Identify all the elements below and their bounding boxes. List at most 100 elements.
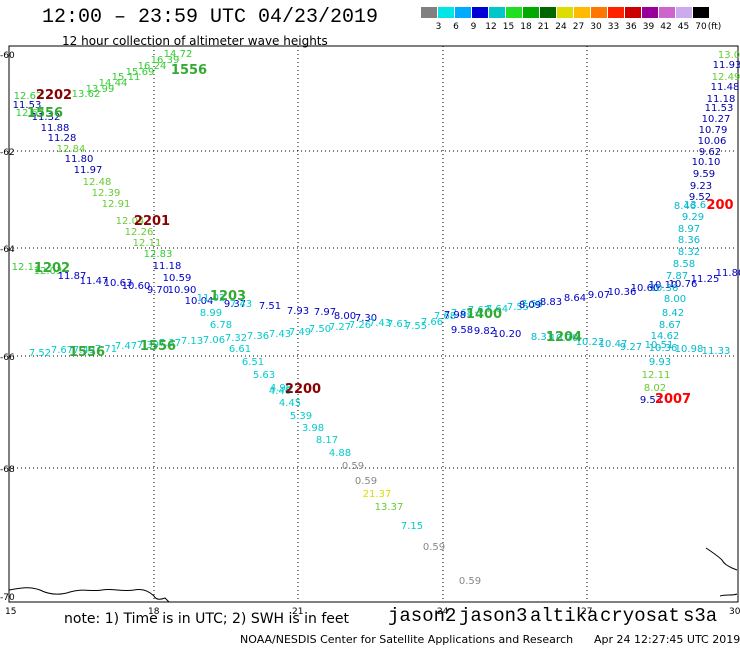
wave-height-label: 7.43: [230, 299, 252, 310]
wave-height-label: 12.62: [14, 91, 43, 102]
wave-height-label: 9.27: [620, 342, 642, 353]
coastline-path-east: [705, 547, 738, 571]
wave-height-label: 12.04: [116, 216, 145, 227]
coastline: [8, 547, 738, 603]
wave-height-label: 7.49: [289, 327, 311, 338]
wave-height-label: 10.98: [675, 344, 704, 355]
wave-height-label: 10.63: [104, 278, 133, 289]
wave-height-label: 12.11: [642, 370, 671, 381]
legend-swatch: [472, 7, 489, 18]
wave-height-label: 11.18: [153, 261, 182, 272]
wave-height-label: 9.53: [640, 395, 662, 406]
wave-height-label: 11.53: [705, 103, 734, 114]
wave-height-label: 7.87: [666, 271, 688, 282]
pass-time-tag: 1556: [140, 339, 176, 354]
wave-height-label: 10.60: [122, 281, 151, 292]
wave-height-label: 8.02: [644, 383, 666, 394]
wave-height-label: 9.52: [689, 192, 711, 203]
wave-height-label: 11.97: [74, 165, 103, 176]
wave-height-label: 7.36: [247, 331, 269, 342]
pass-time-tag: 1400: [466, 307, 502, 322]
legend-swatch: [506, 7, 523, 18]
wave-height-label: 11.32: [32, 112, 61, 123]
wave-height-label: 8.09: [519, 300, 541, 311]
satellite-tracks: 14.7216.3916.2415.6915.1114.4413.9913.62…: [12, 49, 740, 587]
wave-height-label: 9.59: [693, 169, 715, 180]
wave-height-label: 10.60: [631, 283, 660, 294]
wave-height-label: 14.44: [99, 78, 128, 89]
axis-labels: 15 18 21 24 27 30 -60 -62 -64 -66 -68 -70: [0, 51, 740, 617]
wave-height-label: 7.52: [29, 348, 51, 359]
satellite-altika: altika: [530, 605, 599, 627]
wave-height-label: 9.37: [224, 299, 246, 310]
legend-swatch: [591, 7, 608, 18]
wave-height-label: 11.53: [13, 100, 42, 111]
wave-height-label: 8.99: [200, 308, 222, 319]
wave-height-label: 12.03: [34, 266, 63, 277]
legend-swatch: [659, 7, 676, 18]
wave-height-label: 8.67: [659, 320, 681, 331]
wave-height-label: 11.87: [58, 271, 87, 282]
longitude-label: 15: [5, 607, 16, 617]
wave-height-label: 14.72: [164, 49, 193, 60]
wave-height-label: 7.67: [51, 345, 73, 356]
wave-height-label: 11.33: [702, 346, 731, 357]
wave-height-label: 9.29: [682, 212, 704, 223]
wave-height-label: 7.50: [309, 324, 331, 335]
pass-time-tag: 1203: [210, 289, 246, 304]
wave-height-label: 10.90: [168, 285, 197, 296]
legend-label: 42: [660, 22, 672, 32]
wave-height-label: 12.67: [16, 108, 45, 119]
wave-height-label: 9.70: [147, 285, 169, 296]
legend-label: 18: [520, 22, 532, 32]
footnote: note: 1) Time is in UTC; 2) SWH is in fe…: [64, 611, 350, 627]
wave-height-label: 10.06: [698, 136, 727, 147]
wave-height-label: 12.49: [712, 72, 740, 83]
credit-line: NOAA/NESDIS Center for Satellite Applica…: [240, 633, 574, 646]
wave-height-label: 12.13: [12, 262, 41, 273]
wave-height-label: 7.13: [181, 336, 203, 347]
legend-swatch: [676, 7, 693, 18]
wave-height-label: 13.99: [86, 84, 115, 95]
legend-swatch: [421, 7, 438, 18]
wave-height-label: 10.04: [185, 296, 214, 307]
wave-height-label: 7.68: [434, 311, 456, 322]
wave-height-label: 11.88: [41, 123, 70, 134]
wave-height-label: 4.88: [329, 448, 351, 459]
wave-height-label: 21.37: [363, 489, 392, 500]
wave-height-label: 14.62: [651, 331, 680, 342]
longitude-label: 18: [148, 607, 160, 617]
wave-height-label: 7.47: [115, 341, 137, 352]
pass-time-tag: 1556: [27, 106, 63, 121]
wave-height-label: 10.51: [645, 340, 674, 351]
satellite-s3a: s3a: [683, 605, 718, 627]
satellite-jason2: jason2: [388, 605, 457, 627]
wave-height-label: 7.43: [269, 329, 291, 340]
wave-height-label: 9.82: [474, 326, 496, 337]
wave-height-label: 12.83: [144, 249, 173, 260]
legend-label: (ft): [707, 22, 722, 32]
pass-time-tag: 2200: [285, 382, 321, 397]
wave-height-label: 7.68: [451, 308, 473, 319]
wave-height-label: 9.07: [588, 290, 610, 301]
wave-height-label: 7.71: [95, 344, 117, 355]
legend-swatch: [557, 7, 574, 18]
wave-height-label: 7.55: [405, 321, 427, 332]
pass-time-tag: 1556: [171, 63, 207, 78]
wave-height-label: 10.36: [649, 343, 678, 354]
wave-height-label: 8.46: [674, 201, 696, 212]
pass-time-tag: 2202: [36, 88, 72, 103]
chart-title: 12:00 – 23:59 UTC 04/23/2019: [42, 6, 379, 29]
map-frame: [8, 45, 739, 603]
wave-height-label: 9.23: [690, 181, 712, 192]
wave-height-label: 8.00: [664, 294, 686, 305]
legend-label: 6: [453, 22, 459, 32]
wave-height-label: 8.64: [564, 293, 586, 304]
wave-height-label: 7.43: [369, 318, 391, 329]
color-legend-labels: 3 6 9 12 15 18 21 24 27 30 33 36 39 42 45 70 (ft): [421, 22, 740, 34]
legend-swatch: [523, 7, 540, 18]
pass-time-tag: 1204: [546, 330, 582, 345]
legend-label: 21: [537, 22, 550, 32]
legend-swatch: [608, 7, 625, 18]
wave-height-label: 8.32: [678, 247, 700, 258]
